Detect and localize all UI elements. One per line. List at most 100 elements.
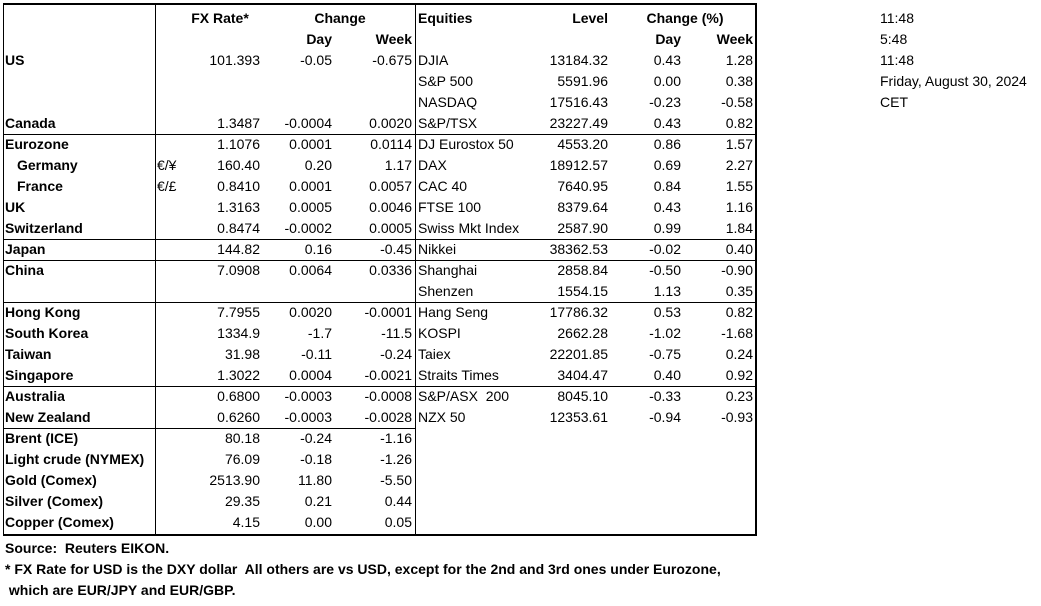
fx-day: -0.11	[301, 346, 332, 362]
fx-week: 0.44	[384, 493, 412, 509]
eq-day: 0.43	[653, 199, 681, 215]
source: Source: Reuters EIKON.	[5, 540, 170, 556]
fx-rate: 2513.90	[209, 472, 260, 488]
eq-day: 0.40	[653, 367, 681, 383]
row-separator	[3, 239, 756, 240]
country: China	[5, 262, 44, 278]
fx-week: -5.50	[380, 472, 412, 488]
fx-day: -0.0004	[284, 115, 332, 131]
unit: €/¥	[157, 157, 177, 173]
country: Canada	[5, 115, 56, 131]
fx-week: -0.24	[380, 346, 412, 362]
fx-day: 0.0001	[289, 178, 332, 194]
fx-rate: 1.3022	[217, 367, 260, 383]
eq-day: -0.02	[649, 241, 681, 257]
level: 8379.64	[557, 199, 608, 215]
border	[755, 3, 757, 536]
fx-rate: 1.3163	[217, 199, 260, 215]
country: Hong Kong	[5, 304, 81, 320]
country: Silver (Comex)	[5, 493, 104, 509]
fx-day: -0.0003	[284, 388, 332, 404]
fx-week: 0.0046	[369, 199, 412, 215]
fx-rate: 7.7955	[217, 304, 260, 320]
eq-day: 0.53	[653, 304, 681, 320]
fx-rate: 1.3487	[217, 115, 260, 131]
eq-week: 1.84	[725, 220, 753, 236]
eq-day: 0.84	[653, 178, 681, 194]
index-name: CAC 40	[418, 178, 468, 194]
side-info: 5:48	[880, 31, 908, 47]
fx-week: -0.675	[372, 52, 412, 68]
fx-week: 0.0020	[369, 115, 412, 131]
level: 18912.57	[549, 157, 608, 173]
footnote: which are EUR/JPY and EUR/GBP.	[5, 582, 236, 598]
fx-day: 0.0001	[289, 136, 332, 152]
index-name: Swiss Mkt Index	[418, 220, 520, 236]
fx-rate: 0.6260	[217, 409, 260, 425]
country: New Zealand	[5, 409, 91, 425]
fx-day: 0.00	[304, 514, 332, 530]
fx-day: 0.21	[304, 493, 332, 509]
level: 17516.43	[549, 94, 608, 110]
index-name: S&P 500	[418, 73, 474, 89]
eq-day: 0.00	[653, 73, 681, 89]
header: Day	[306, 31, 332, 47]
eq-week: 0.92	[725, 367, 753, 383]
eq-day: 1.13	[653, 283, 681, 299]
fx-week: 0.0114	[370, 136, 412, 152]
eq-week: 0.38	[725, 73, 753, 89]
country: South Korea	[5, 325, 89, 341]
side-info: 11:48	[880, 52, 914, 68]
row-separator	[3, 134, 756, 135]
level: 8045.10	[557, 388, 608, 404]
level: 22201.85	[549, 346, 608, 362]
fx-day: 11.80	[298, 472, 332, 488]
fx-rate: 7.0908	[217, 262, 260, 278]
fx-rate: 0.6800	[217, 388, 260, 404]
border	[415, 3, 416, 536]
eq-day: -0.94	[649, 409, 681, 425]
eq-day: 0.99	[653, 220, 681, 236]
side-info: 11:48	[880, 10, 914, 26]
country: Light crude (NYMEX)	[5, 451, 145, 467]
fx-rate: 1334.9	[217, 325, 260, 341]
eq-week: 0.40	[725, 241, 753, 257]
level: 2587.90	[557, 220, 608, 236]
index-name: DJIA	[418, 52, 449, 68]
row-separator	[3, 386, 756, 387]
country: Gold (Comex)	[5, 472, 97, 488]
index-name: KOSPI	[418, 325, 461, 341]
index-name: Shenzen	[418, 283, 474, 299]
eq-day: 0.43	[653, 52, 681, 68]
fx-rate: 160.40	[217, 157, 260, 173]
level: 2662.28	[557, 325, 608, 341]
fx-day: 0.20	[304, 157, 332, 173]
header: Week	[375, 31, 412, 47]
header: Change	[314, 10, 366, 26]
header: FX Rate*	[191, 10, 249, 26]
fx-day: -0.05	[300, 52, 332, 68]
side-info: CET	[880, 94, 908, 110]
eq-week: 0.82	[725, 304, 753, 320]
fx-rate: 1.1076	[217, 136, 260, 152]
eq-week: -0.58	[721, 94, 753, 110]
country: US	[5, 52, 25, 68]
eq-week: 0.35	[725, 283, 753, 299]
fx-rate: 0.8410	[217, 178, 260, 194]
unit: €/£	[157, 178, 177, 194]
index-name: Nikkei	[418, 241, 457, 257]
fx-week: 0.0336	[369, 262, 412, 278]
eq-day: 0.86	[653, 136, 681, 152]
fx-day: -0.24	[300, 430, 332, 446]
row-separator	[3, 260, 756, 261]
eq-week: 0.24	[725, 346, 753, 362]
eq-day: -0.33	[649, 388, 681, 404]
fx-week: -0.45	[380, 241, 412, 257]
country: Eurozone	[5, 136, 69, 152]
country: Copper (Comex)	[5, 514, 114, 530]
level: 4553.20	[557, 136, 608, 152]
fx-week: -1.26	[380, 451, 412, 467]
country: Japan	[5, 241, 46, 257]
fx-day: 0.0020	[289, 304, 332, 320]
country: Taiwan	[5, 346, 52, 362]
